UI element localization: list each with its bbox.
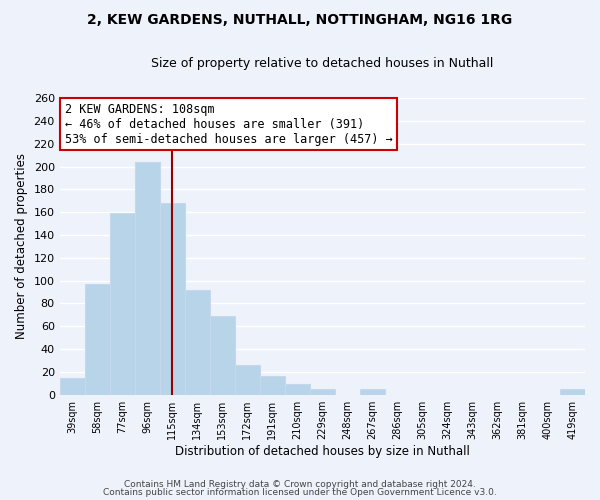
Bar (310, 389, 335, 394)
Bar (110, 214, 135, 394)
Bar (285, 384, 310, 394)
Bar (185, 290, 210, 395)
Bar (85, 284, 110, 395)
Bar (560, 389, 585, 394)
Bar (210, 316, 235, 394)
Text: 2 KEW GARDENS: 108sqm
← 46% of detached houses are smaller (391)
53% of semi-det: 2 KEW GARDENS: 108sqm ← 46% of detached … (65, 102, 392, 146)
Bar (260, 376, 285, 394)
X-axis label: Distribution of detached houses by size in Nuthall: Distribution of detached houses by size … (175, 444, 470, 458)
Text: 2, KEW GARDENS, NUTHALL, NOTTINGHAM, NG16 1RG: 2, KEW GARDENS, NUTHALL, NOTTINGHAM, NG1… (88, 12, 512, 26)
Bar (360, 389, 385, 394)
Text: Contains HM Land Registry data © Crown copyright and database right 2024.: Contains HM Land Registry data © Crown c… (124, 480, 476, 489)
Bar (135, 162, 160, 394)
Bar (235, 365, 260, 394)
Bar (59, 378, 85, 394)
Text: Contains public sector information licensed under the Open Government Licence v3: Contains public sector information licen… (103, 488, 497, 497)
Title: Size of property relative to detached houses in Nuthall: Size of property relative to detached ho… (151, 58, 494, 70)
Y-axis label: Number of detached properties: Number of detached properties (15, 154, 28, 340)
Bar (160, 203, 185, 394)
